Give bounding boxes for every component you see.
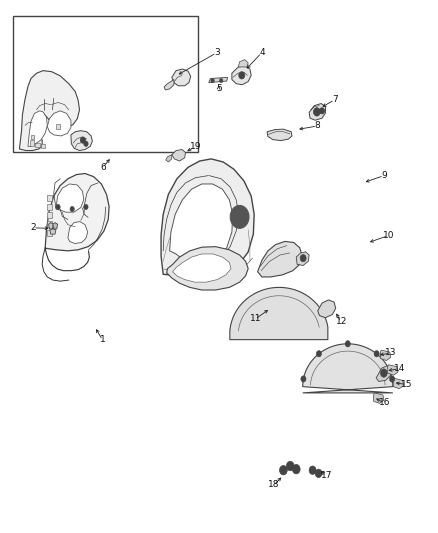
Circle shape	[239, 71, 245, 79]
Circle shape	[230, 205, 249, 228]
Text: 6: 6	[100, 163, 106, 172]
Polygon shape	[388, 365, 398, 375]
Text: 1: 1	[100, 335, 106, 344]
Polygon shape	[47, 212, 52, 219]
Polygon shape	[166, 247, 248, 290]
Polygon shape	[303, 344, 393, 393]
Text: 19: 19	[190, 142, 201, 151]
Circle shape	[279, 465, 287, 475]
Polygon shape	[71, 131, 92, 150]
Polygon shape	[374, 393, 384, 403]
Circle shape	[319, 108, 325, 114]
Text: 2: 2	[31, 223, 36, 232]
Text: 12: 12	[336, 317, 347, 326]
Circle shape	[300, 254, 306, 262]
Text: 18: 18	[268, 480, 280, 489]
Circle shape	[316, 351, 321, 357]
Polygon shape	[56, 124, 60, 128]
Circle shape	[56, 204, 60, 209]
Polygon shape	[170, 184, 233, 264]
Polygon shape	[45, 174, 109, 251]
Circle shape	[293, 464, 300, 474]
Circle shape	[70, 206, 74, 212]
Polygon shape	[318, 300, 336, 318]
Circle shape	[380, 369, 387, 377]
Polygon shape	[380, 350, 391, 360]
Bar	[13, 16, 198, 151]
Polygon shape	[232, 66, 251, 85]
Polygon shape	[161, 159, 254, 279]
Polygon shape	[41, 144, 45, 148]
Circle shape	[345, 341, 350, 347]
Polygon shape	[230, 287, 328, 340]
Polygon shape	[173, 254, 231, 282]
Polygon shape	[49, 223, 53, 229]
Circle shape	[315, 469, 322, 478]
Circle shape	[301, 376, 306, 382]
Polygon shape	[258, 241, 302, 277]
Polygon shape	[68, 222, 88, 244]
Circle shape	[374, 351, 379, 357]
Polygon shape	[238, 60, 248, 67]
Circle shape	[84, 141, 88, 147]
Polygon shape	[164, 79, 174, 90]
Text: 3: 3	[214, 48, 220, 57]
Polygon shape	[393, 378, 403, 389]
Circle shape	[389, 376, 395, 382]
Polygon shape	[56, 184, 84, 212]
Polygon shape	[172, 69, 191, 86]
Circle shape	[84, 204, 88, 209]
Polygon shape	[50, 229, 56, 234]
Polygon shape	[309, 103, 325, 120]
Polygon shape	[47, 195, 52, 201]
Polygon shape	[267, 129, 292, 141]
Polygon shape	[30, 140, 34, 147]
Polygon shape	[47, 221, 52, 228]
Polygon shape	[376, 366, 391, 382]
Text: 4: 4	[259, 48, 265, 57]
Polygon shape	[47, 230, 52, 236]
Circle shape	[286, 462, 294, 471]
Polygon shape	[19, 71, 79, 150]
Polygon shape	[172, 149, 186, 161]
Text: 17: 17	[321, 471, 332, 480]
Text: 14: 14	[394, 364, 405, 373]
Polygon shape	[166, 155, 172, 162]
Text: 5: 5	[216, 84, 222, 93]
Text: 15: 15	[401, 379, 413, 389]
Polygon shape	[208, 77, 228, 83]
Polygon shape	[47, 111, 71, 136]
Polygon shape	[31, 135, 34, 139]
Circle shape	[309, 466, 316, 474]
Text: 10: 10	[383, 231, 394, 240]
Text: 11: 11	[250, 314, 261, 323]
Text: 7: 7	[332, 95, 338, 104]
Circle shape	[314, 108, 320, 116]
Polygon shape	[28, 111, 47, 147]
Circle shape	[211, 78, 214, 83]
Text: 8: 8	[315, 121, 321, 130]
Polygon shape	[53, 223, 58, 229]
Polygon shape	[296, 252, 309, 265]
Circle shape	[219, 78, 223, 83]
Polygon shape	[35, 143, 39, 148]
Circle shape	[80, 137, 85, 143]
Text: 16: 16	[378, 398, 390, 407]
Text: 9: 9	[381, 171, 387, 180]
Polygon shape	[47, 204, 52, 210]
Text: 13: 13	[385, 348, 396, 357]
